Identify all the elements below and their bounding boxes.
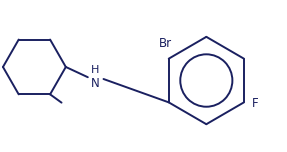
Text: N: N xyxy=(91,77,99,90)
Text: Br: Br xyxy=(159,37,172,50)
Text: F: F xyxy=(252,97,259,110)
Text: H: H xyxy=(91,65,99,75)
